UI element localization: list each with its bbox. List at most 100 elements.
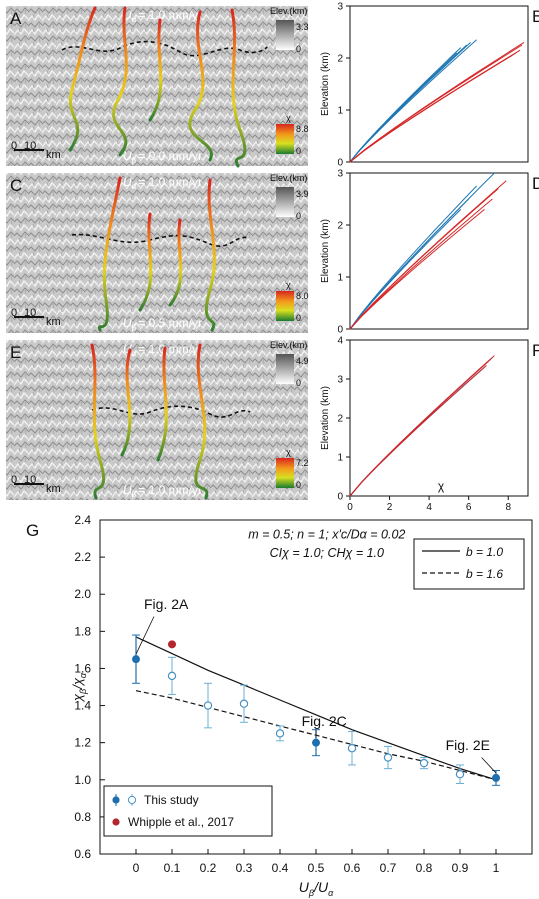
data-point-open <box>239 699 249 708</box>
x-tick-label: 2 <box>387 502 393 513</box>
annotation-label: Fig. 2A <box>144 596 189 612</box>
chi-colorbar-title: χ <box>286 113 291 123</box>
panel-label: G <box>26 521 39 540</box>
legend-box-curves <box>413 538 525 590</box>
x-tick-label: 0.9 <box>452 861 469 875</box>
x-axis-label-part: β <box>308 888 314 898</box>
scale-bar-unit: km <box>46 483 61 495</box>
legend-entry: This study <box>144 793 199 807</box>
elevation-max-label: 3.9 <box>296 189 309 199</box>
elevation-colorbar-title: Elev.(km) <box>270 6 307 16</box>
data-point-open <box>455 770 465 779</box>
y-axis-label: Elevation (km) <box>320 386 331 450</box>
y-axis-label: Elevation (km) <box>320 219 331 283</box>
scale-bar-unit: km <box>46 149 61 161</box>
scale-bar-zero: 0 <box>11 474 17 486</box>
x-tick-label: 0.7 <box>380 861 397 875</box>
elevation-min-label: 0 <box>296 44 301 54</box>
data-point-filled <box>492 773 500 782</box>
plot-frame <box>349 339 529 497</box>
data-point-open <box>203 701 213 710</box>
panel-label: C <box>10 176 22 195</box>
y-tick-label: 0.8 <box>74 810 91 824</box>
annotation-label: Fig. 2E <box>446 737 490 753</box>
data-point-open <box>383 753 393 762</box>
scale-bar-zero: 0 <box>11 140 17 152</box>
legend-swatch-open <box>127 795 137 805</box>
profile-line-red <box>349 355 495 497</box>
elevation-colorbar-title: Elev.(km) <box>270 340 307 350</box>
elevation-max-label: 4.9 <box>296 356 309 366</box>
y-tick-label: 1.0 <box>74 773 91 787</box>
data-point-whipple <box>168 640 176 649</box>
x-tick-label: 6 <box>466 502 472 513</box>
x-tick-label: 4 <box>426 502 432 513</box>
profile-line-red <box>349 198 493 330</box>
legend-swatch-whipple <box>112 818 120 826</box>
y-axis-label-part: /χ <box>70 677 85 690</box>
y-axis-label-part: χ <box>70 693 85 702</box>
x-tick-label: 0 <box>347 502 353 513</box>
x-tick-label: 0.8 <box>416 861 433 875</box>
y-axis-label: Elevation (km) <box>320 52 331 116</box>
terrain-map <box>6 173 308 333</box>
scale-bar-unit: km <box>46 316 61 328</box>
chi-max-label: 8.8 <box>296 124 309 134</box>
x-tick-label: 0.3 <box>236 861 253 875</box>
data-point-open <box>419 758 429 768</box>
y-tick-label: 3 <box>337 169 343 180</box>
u-top-symbol: Uα = 1.0 mm/yr <box>123 342 202 358</box>
chi-colorbar <box>276 458 294 488</box>
legend-entry: b = 1.0 <box>466 545 503 559</box>
x-axis-label-part: U <box>299 879 310 895</box>
x-axis-label: Uβ/Uα <box>299 879 334 898</box>
profile-line-red <box>349 41 525 163</box>
drainage-divide <box>61 40 268 57</box>
y-tick-label: 2.0 <box>74 587 91 601</box>
y-tick-label: 1.4 <box>74 699 91 713</box>
terrain-map <box>6 6 308 166</box>
elevation-colorbar <box>276 20 294 50</box>
u-bottom-symbol: Uβ = 1.0 mm/yr <box>123 483 202 499</box>
y-tick-label: 1 <box>337 453 343 464</box>
y-tick-label: 1.8 <box>74 624 91 638</box>
x-tick-label: 0.4 <box>272 861 289 875</box>
y-tick-label: 4 <box>337 336 343 347</box>
y-axis-label: χβ/χα <box>70 672 88 702</box>
x-tick-label: 1 <box>493 861 500 875</box>
y-tick-label: 0.6 <box>74 847 91 861</box>
profile-panel-f: F 0 1 2 3 4 0 2 4 6 8 χ Elevation (km) <box>320 336 539 514</box>
u-bottom-symbol: Uβ = 0.0 mm/yr <box>123 149 202 165</box>
map-panel-e: E Uα = 1.0 mm/yr Uβ = 1.0 mm/yr Elev.(km) … <box>6 340 309 500</box>
data-point-open <box>275 729 285 738</box>
y-tick-label: 1.6 <box>74 661 91 675</box>
chi-colorbar-title: χ <box>286 280 291 290</box>
chart-layer: B 0 1 2 3 Elevation (km) D 0 1 2 3 Elevation (km) F 0… <box>26 2 539 899</box>
y-tick-label: 0 <box>337 325 343 336</box>
plot-frame <box>349 172 529 330</box>
x-tick-label: 0.1 <box>164 861 181 875</box>
profile-line-blue <box>349 39 477 163</box>
y-tick-label: 2 <box>337 54 343 65</box>
x-axis-label-part: α <box>328 888 334 898</box>
y-tick-label: 2 <box>337 221 343 232</box>
river-network <box>68 6 247 168</box>
elevation-colorbar <box>276 187 294 217</box>
plot-frame <box>349 5 529 163</box>
panel-label: D <box>532 174 539 193</box>
y-tick-label: 3 <box>337 375 343 386</box>
elevation-min-label: 0 <box>296 378 301 388</box>
y-tick-label: 0 <box>337 492 343 503</box>
chi-colorbar-title: χ <box>286 447 291 457</box>
panel-label: E <box>10 343 21 362</box>
chi-min-label: 0 <box>296 313 301 323</box>
chi-min-label: 0 <box>296 480 301 490</box>
annotation-label: Fig. 2C <box>302 713 347 729</box>
chi-colorbar <box>276 124 294 154</box>
model-curve-b1 <box>135 636 497 781</box>
ratio-panel-g: G 0.6 0.8 1.0 1.2 1.4 1.6 1.8 2.0 2.2 2.4 0 0.1 0.2 0.… <box>26 513 533 898</box>
panel-label: A <box>10 9 22 28</box>
elevation-colorbar-title: Elev.(km) <box>270 173 307 183</box>
profile-line-blue <box>349 185 477 330</box>
